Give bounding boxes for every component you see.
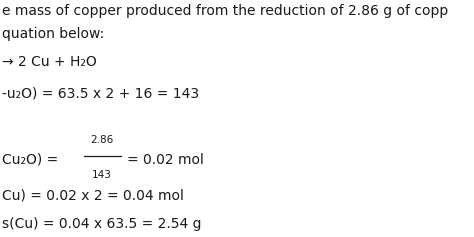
Text: e mass of copper produced from the reduction of 2.86 g of copp: e mass of copper produced from the reduc… (2, 5, 448, 18)
Text: 2.86: 2.86 (90, 135, 114, 145)
Text: → 2 Cu + H₂O: → 2 Cu + H₂O (2, 55, 97, 69)
Text: -u₂O) = 63.5 x 2 + 16 = 143: -u₂O) = 63.5 x 2 + 16 = 143 (2, 86, 200, 100)
Text: 143: 143 (92, 170, 112, 180)
Text: quation below:: quation below: (2, 27, 105, 41)
Text: s(Cu) = 0.04 x 63.5 = 2.54 g: s(Cu) = 0.04 x 63.5 = 2.54 g (2, 217, 202, 231)
Text: Cu₂O) =: Cu₂O) = (2, 153, 59, 167)
Text: = 0.02 mol: = 0.02 mol (127, 153, 204, 167)
Text: Cu) = 0.02 x 2 = 0.04 mol: Cu) = 0.02 x 2 = 0.04 mol (2, 188, 184, 202)
